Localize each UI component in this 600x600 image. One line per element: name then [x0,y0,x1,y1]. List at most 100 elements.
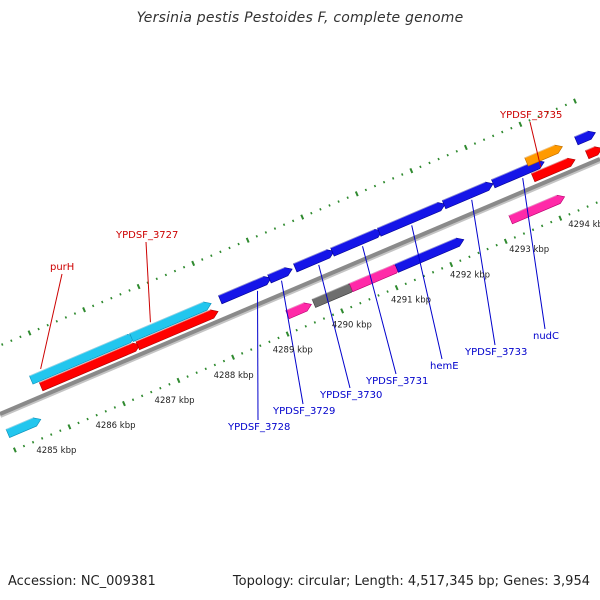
minor-tick [313,321,317,324]
feature-highlight [377,202,438,229]
minor-tick [546,111,549,115]
lower-tick-row [12,201,598,453]
minor-tick [322,317,326,320]
leader-line [145,241,151,323]
minor-tick [150,390,153,394]
feature-highlight [394,237,457,265]
feature-arrow[interactable] [311,283,357,308]
feature-arrow[interactable] [441,181,494,210]
minor-tick [455,150,458,153]
map-title: Yersinia pestis Pestoides F, complete ge… [136,10,464,26]
feature-highlight [293,249,327,265]
gray-feature[interactable] [311,283,357,308]
leader-line [281,280,304,405]
major-tick [122,400,126,407]
minor-tick [531,228,535,232]
gene-label-ypdsf-3733[interactable]: YPDSF_3733 [464,347,527,358]
minor-tick [186,375,189,378]
minor-tick [295,328,298,332]
leader-line [318,264,351,389]
minor-tick [291,219,295,223]
major-tick [67,424,72,430]
gene-label-ypdsf-3728[interactable]: YPDSF_3728 [227,422,290,433]
minor-tick [159,386,162,390]
minor-tick [401,173,404,176]
feature-arrow[interactable] [348,264,402,293]
purH-feature[interactable] [29,333,136,385]
feature-arrow[interactable] [5,417,42,438]
minor-tick [431,270,435,274]
feature-arrow[interactable] [218,276,272,305]
gene-label-purh[interactable]: purH [50,262,74,273]
minor-tick [219,250,222,254]
cyan-lower-left[interactable] [5,417,42,438]
pink-mid[interactable] [348,264,402,293]
blue-lower[interactable] [394,237,465,273]
YPDSF_3731-feature[interactable] [330,228,383,257]
gene-label-heme[interactable]: hemE [430,361,459,372]
minor-tick [104,410,107,413]
minor-tick [168,382,171,386]
leader-line-layer [40,121,546,421]
feature-arrow[interactable] [584,146,600,160]
pink-small[interactable] [285,302,312,320]
minor-tick [131,398,135,402]
minor-tick [201,258,204,261]
minor-tick [55,320,58,323]
gene-label-ypdsf-3731[interactable]: YPDSF_3731 [365,376,428,387]
hemE-feature[interactable] [377,202,446,237]
gene-label-ypdsf-3735[interactable]: YPDSF_3735 [499,110,562,121]
blue-top-right[interactable] [574,130,596,146]
feature-highlight [267,267,285,276]
leader-line [471,199,496,346]
minor-tick [540,224,544,228]
YPDSF_3730-feature[interactable] [293,249,335,273]
feature-highlight [585,146,595,151]
kbp-label: 4286 kbp [95,421,135,431]
minor-tick [437,157,440,161]
gene-label-ypdsf-3729[interactable]: YPDSF_3729 [272,406,335,417]
minor-tick [446,153,449,157]
minor-tick [19,335,22,339]
minor-tick [377,294,380,297]
minor-tick [140,394,144,398]
feature-arrow[interactable] [508,194,566,225]
gene-label-nudc[interactable]: nudC [533,331,559,342]
feature-highlight [5,417,34,430]
minor-tick [359,301,362,305]
red-cds-2[interactable] [135,309,219,351]
YPDSF_3733-feature[interactable] [441,181,494,210]
major-tick [573,98,577,104]
kbp-label: 4289 kbp [273,346,313,356]
pink-right[interactable] [508,194,566,225]
minor-tick [110,296,113,300]
gene-label-ypdsf-3727[interactable]: YPDSF_3727 [115,230,178,241]
minor-tick [528,119,531,122]
minor-tick [595,201,598,205]
YPDSF_3727-feature[interactable] [129,301,212,342]
red-cds-1[interactable] [38,342,141,392]
accession-text: Accession: NC_009381 [8,574,156,589]
kbp-label: 4290 kbp [332,321,372,331]
feature-arrow[interactable] [29,333,136,385]
feature-highlight [311,283,349,300]
YPDSF_3728-feature[interactable] [218,275,272,305]
minor-tick [510,126,513,130]
minor-tick [210,254,213,257]
minor-tick [364,188,368,192]
minor-tick [95,413,98,417]
orange-feature[interactable] [524,144,563,167]
YPDSF_3729-feature[interactable] [267,267,293,284]
gene-label-ypdsf-3730[interactable]: YPDSF_3730 [319,390,382,401]
minor-tick [46,323,49,327]
feature-arrow[interactable] [574,130,596,146]
YPDSF_3735-feature[interactable] [530,157,576,183]
red-top-right[interactable] [584,146,600,160]
tick-layer [1,98,598,453]
feature-arrow[interactable] [330,228,383,257]
major-tick [245,237,250,243]
feature-highlight [349,264,394,284]
minor-tick [128,289,131,292]
kbp-label: 4287 kbp [155,396,195,406]
